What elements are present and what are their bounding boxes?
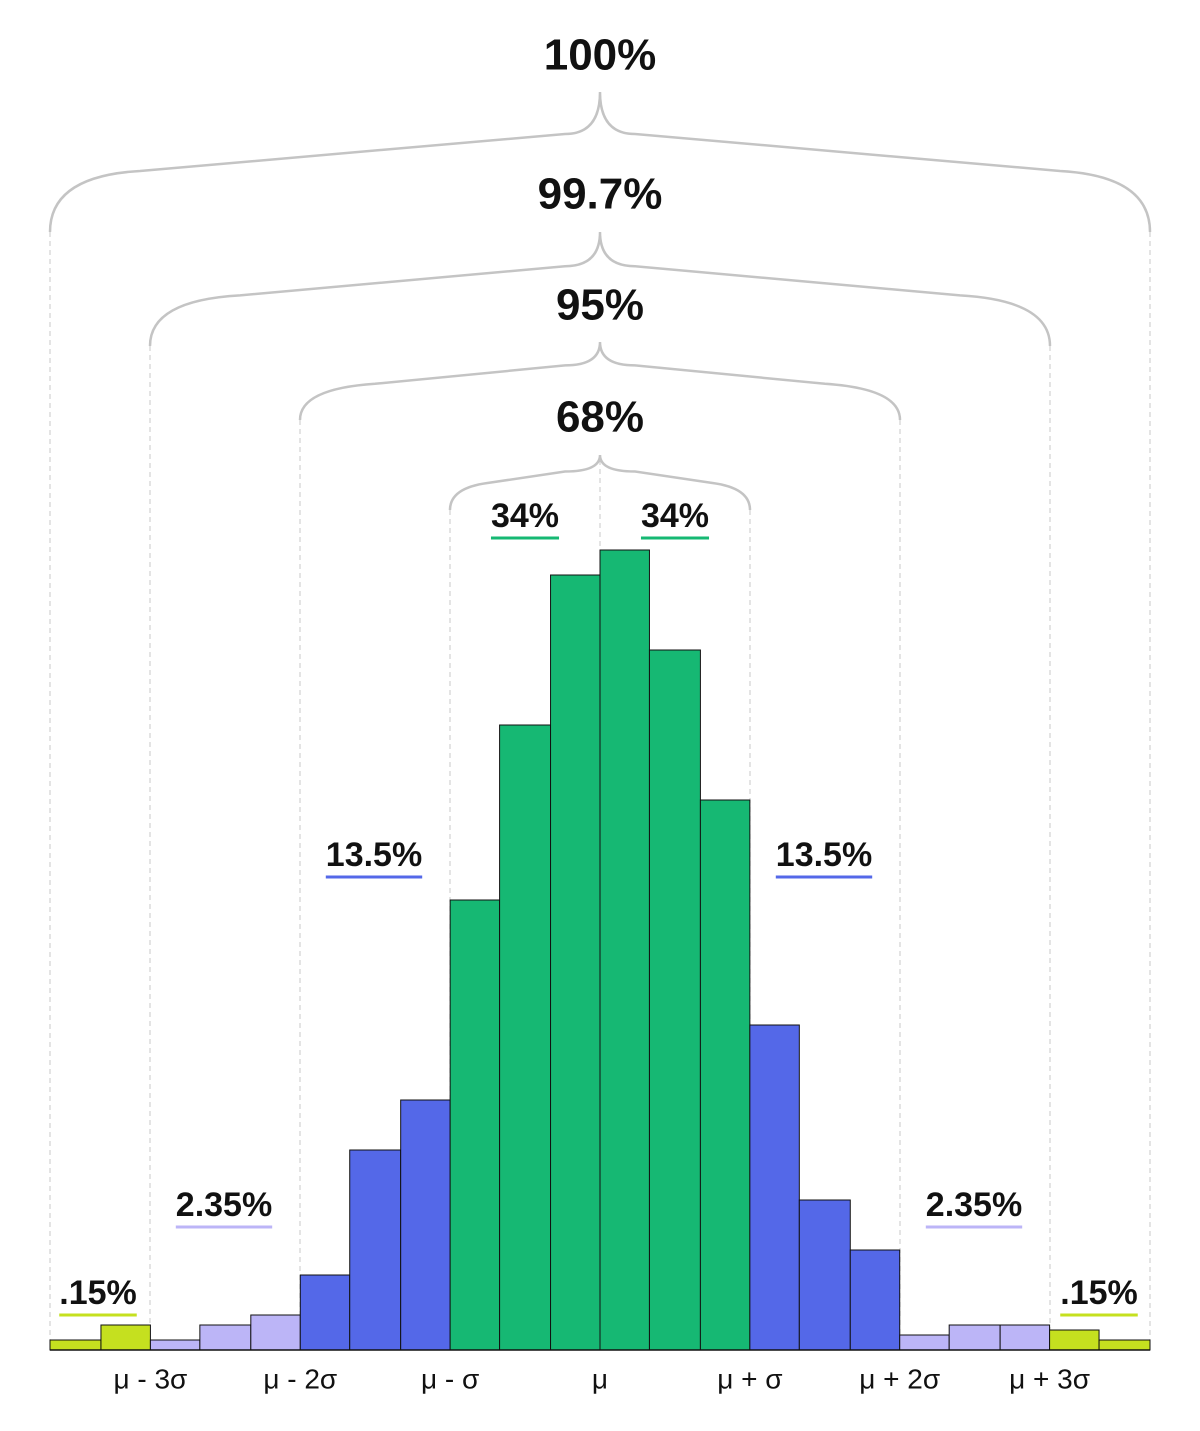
bar: [400, 1099, 451, 1351]
bracket-label: 95%: [556, 281, 644, 330]
region-label: .15%: [1060, 1274, 1138, 1312]
bar: [699, 799, 751, 1351]
region-label: 2.35%: [176, 1186, 272, 1224]
bar: [749, 1024, 800, 1351]
region-label: 13.5%: [326, 836, 422, 874]
bar: [948, 1324, 1001, 1351]
bar: [199, 1324, 252, 1351]
x-tick-label: μ: [592, 1363, 608, 1394]
x-tick-label: μ - 2σ: [263, 1363, 337, 1394]
bar: [49, 1339, 102, 1351]
x-tick-label: μ - σ: [421, 1363, 479, 1394]
brace: [298, 341, 902, 421]
bar: [798, 1199, 851, 1351]
bar: [899, 1334, 950, 1351]
region-label: 2.35%: [926, 1186, 1022, 1224]
bar: [449, 899, 501, 1351]
x-tick-label: μ + 3σ: [1009, 1363, 1090, 1394]
bar: [999, 1324, 1051, 1351]
bracket-label: 68%: [556, 393, 644, 442]
brace: [448, 454, 752, 511]
bracket-label: 99.7%: [538, 170, 663, 219]
bar: [648, 649, 701, 1351]
bar: [349, 1149, 402, 1351]
bar: [100, 1324, 151, 1351]
bar: [849, 1249, 901, 1351]
region-label: 34%: [491, 497, 559, 535]
bar: [499, 724, 552, 1351]
x-tick-label: μ - 3σ: [113, 1363, 187, 1394]
bar: [1098, 1339, 1151, 1351]
bracket-label: 100%: [544, 31, 657, 80]
bar: [599, 549, 650, 1351]
brace: [148, 231, 1052, 347]
x-tick-label: μ + 2σ: [859, 1363, 940, 1394]
bar: [299, 1274, 351, 1351]
bar: [1049, 1329, 1100, 1351]
x-tick-label: μ + σ: [717, 1363, 782, 1394]
bar: [550, 574, 601, 1351]
region-label: 34%: [641, 497, 709, 535]
brace: [48, 91, 1152, 233]
region-label: .15%: [59, 1274, 137, 1312]
region-label: 13.5%: [776, 836, 872, 874]
bar: [149, 1339, 201, 1351]
bar: [250, 1314, 301, 1351]
